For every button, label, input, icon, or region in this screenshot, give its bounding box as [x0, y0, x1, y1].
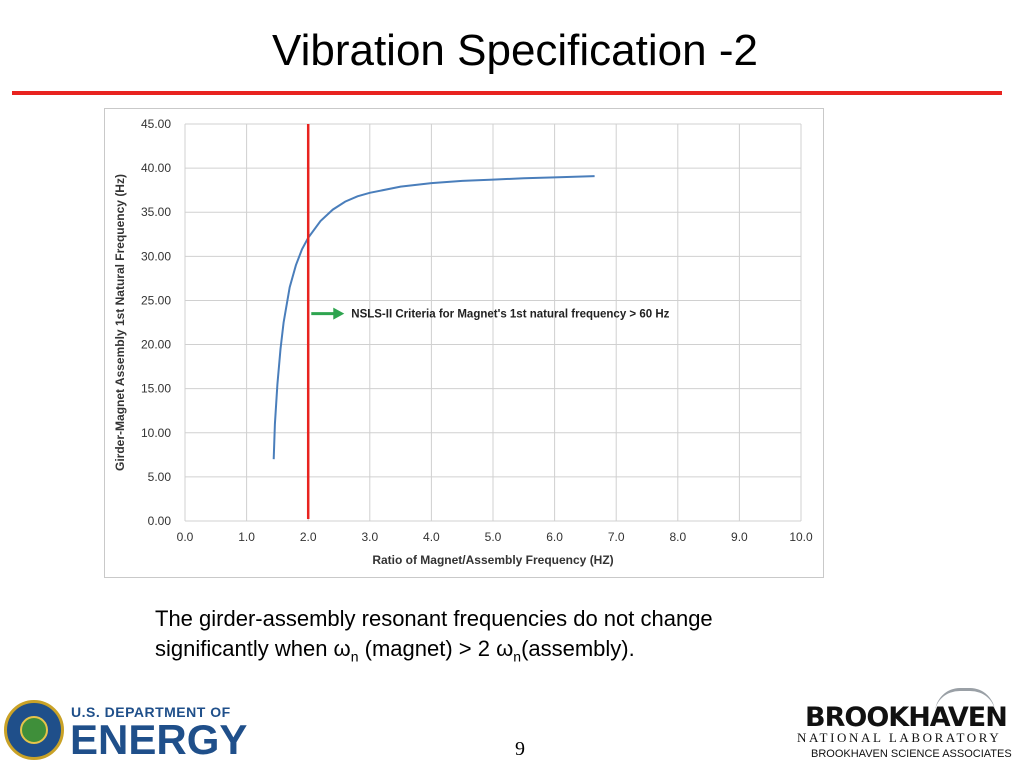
bnl-logo: BROOKHAVEN NATIONAL LABORATORY BROOKHAVE… [795, 688, 1017, 766]
x-tick-label: 10.0 [789, 530, 813, 544]
x-tick-label: 6.0 [546, 530, 563, 544]
y-tick-label: 40.00 [141, 161, 171, 175]
annotation-arrow-head-icon [333, 307, 345, 320]
doe-seal-icon [4, 700, 64, 760]
x-tick-label: 4.0 [423, 530, 440, 544]
x-tick-label: 3.0 [361, 530, 378, 544]
y-tick-label: 0.00 [148, 514, 172, 528]
chart-tick-labels: 0.0 1.0 2.0 3.0 4.0 5.0 6.0 7.0 8.0 9.0 10.0 0.00 5.… [141, 117, 813, 544]
caption-line2a: significantly when ω [155, 636, 351, 661]
doe-logo-line2: ENERGY [70, 716, 248, 763]
caption-line2c: (assembly). [521, 636, 635, 661]
chart-annotation: NSLS-II Criteria for Magnet's 1st natura… [311, 307, 670, 321]
y-tick-label: 20.00 [141, 338, 171, 352]
y-tick-label: 5.00 [148, 470, 172, 484]
bnl-logo-name: BROOKHAVEN [805, 702, 1008, 733]
doe-logo-line1: U.S. DEPARTMENT OF [71, 704, 231, 720]
annotation-text: NSLS-II Criteria for Magnet's 1st natura… [351, 309, 669, 321]
x-tick-label: 5.0 [485, 530, 502, 544]
bnl-swoosh-icon [935, 688, 995, 713]
caption-line1: The girder-assembly resonant frequencies… [155, 606, 713, 631]
page-number: 9 [515, 738, 525, 760]
doe-logo: U.S. DEPARTMENT OF ENERGY [4, 700, 254, 764]
x-tick-label: 9.0 [731, 530, 748, 544]
x-tick-label: 8.0 [669, 530, 686, 544]
chart-frame [104, 108, 824, 578]
y-tick-label: 25.00 [141, 293, 171, 307]
x-tick-label: 1.0 [238, 530, 255, 544]
chart-series [272, 175, 595, 460]
y-tick-label: 15.00 [141, 382, 171, 396]
title-divider [12, 91, 1002, 95]
caption-line2b: (magnet) > 2 ω [358, 636, 514, 661]
chart-grid [184, 123, 802, 522]
bnl-logo-assoc: BROOKHAVEN SCIENCE ASSOCIATES [811, 748, 1012, 760]
x-axis-label: Ratio of Magnet/Assembly Frequency (HZ) [372, 553, 613, 567]
frequency-chart: 0.0 1.0 2.0 3.0 4.0 5.0 6.0 7.0 8.0 9.0 10.0 0.00 5.… [113, 117, 813, 567]
x-tick-label: 2.0 [300, 530, 317, 544]
caption-sub1: n [350, 648, 359, 665]
y-tick-label: 30.00 [141, 249, 171, 263]
y-tick-label: 45.00 [141, 117, 171, 131]
caption: The girder-assembly resonant frequencies… [155, 604, 855, 671]
y-tick-label: 10.00 [141, 426, 171, 440]
x-tick-label: 7.0 [608, 530, 625, 544]
y-axis-label: Girder-Magnet Assembly 1st Natural Frequ… [113, 174, 127, 471]
slide-title: Vibration Specification -2 [272, 26, 758, 75]
bnl-logo-sub: NATIONAL LABORATORY [797, 730, 1002, 745]
y-tick-label: 35.00 [141, 205, 171, 219]
x-tick-label: 0.0 [177, 530, 194, 544]
series-line-0 [272, 175, 595, 460]
caption-sub2: n [513, 648, 522, 665]
